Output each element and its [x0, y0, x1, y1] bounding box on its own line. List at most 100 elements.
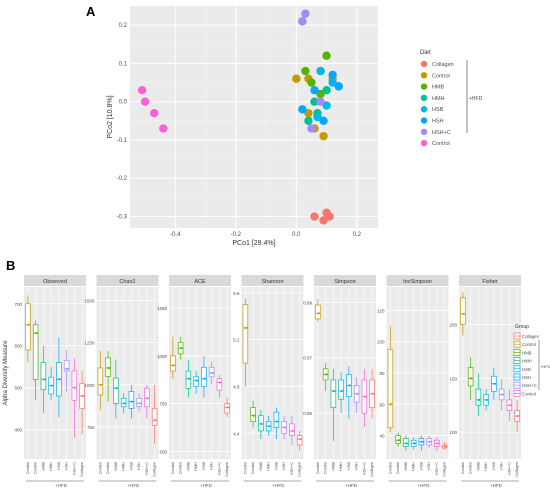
legend-title: Diet — [420, 50, 431, 56]
legend-label: Control — [432, 141, 450, 147]
data-point — [516, 414, 519, 418]
data-point — [322, 51, 331, 60]
legend-label: HSB — [522, 367, 531, 372]
box — [330, 379, 337, 409]
data-point — [322, 101, 331, 110]
y-tick-label: 600 — [14, 344, 22, 349]
y-tick-label: 700 — [14, 302, 22, 307]
facet-strip — [459, 275, 521, 286]
data-point — [218, 381, 222, 384]
data-point — [283, 426, 286, 429]
facet-strip-label: Simpson — [334, 279, 355, 285]
box — [250, 407, 256, 422]
legend-title: Group — [515, 324, 529, 330]
x-tick-label: HSH — [355, 462, 359, 470]
x-group-label: +HFD — [128, 483, 141, 488]
data-point — [299, 438, 302, 441]
x-tick-label: Control — [316, 462, 320, 474]
legend-marker — [420, 128, 428, 135]
data-point — [307, 124, 316, 133]
y-tick-label: 0.97 — [303, 356, 312, 361]
data-point — [307, 78, 316, 87]
legend-marker — [420, 72, 428, 79]
x-group-label: +HFD — [345, 483, 358, 488]
x-tick-label: HMB — [404, 462, 408, 471]
x-tick-label: HSH+C — [435, 462, 439, 475]
x-tick-label: HSB — [419, 462, 423, 470]
x-tick-label: Control — [243, 462, 247, 474]
y-tick-label: 200 — [449, 323, 457, 328]
x-tick-label: Collagen — [225, 462, 229, 477]
x-tick-label: HMH — [122, 462, 126, 471]
box — [71, 370, 78, 401]
legend-label: HMH — [432, 96, 445, 102]
data-point — [405, 442, 408, 445]
data-point — [501, 393, 504, 396]
facet-strip-label: Fisher — [482, 279, 497, 285]
plot-background — [130, 6, 378, 228]
data-point — [172, 364, 175, 367]
data-point — [328, 78, 337, 87]
pcoa-scatter-chart: -0.4 -0.2 0.0 0.2 -0.3 -0.2 -0.1 0.0 0.1 0.2 PCo1 … — [107, 6, 483, 247]
data-point — [73, 386, 77, 389]
data-point — [319, 131, 328, 141]
legend-label: HMB — [432, 85, 445, 91]
data-point — [319, 116, 328, 126]
data-point — [310, 97, 319, 106]
data-point — [485, 398, 488, 401]
x-group-label: +HFD — [490, 483, 503, 488]
x-tick-label: HSH — [137, 462, 141, 470]
box — [387, 349, 394, 429]
data-point — [115, 387, 118, 390]
x-tick-label: HMH — [484, 462, 488, 471]
x-tick-label: HSB — [347, 462, 351, 470]
x-tick-label: Collagen — [370, 462, 374, 477]
y-tick-label: 750 — [87, 425, 95, 430]
data-point — [371, 392, 374, 395]
data-point — [322, 86, 331, 95]
data-point — [123, 402, 126, 405]
x-tick-label: HSH — [427, 462, 431, 470]
x-group-label: +HFD — [200, 483, 213, 488]
data-point — [348, 384, 351, 387]
box — [467, 367, 474, 387]
data-point — [301, 9, 310, 18]
x-tick-label: HMB — [114, 462, 118, 471]
box — [289, 423, 295, 436]
box — [296, 435, 303, 446]
data-point — [260, 422, 263, 425]
facet-strip — [386, 275, 449, 286]
facet-strip-label: Shannon — [261, 279, 283, 285]
facet-strip — [24, 275, 86, 286]
data-point — [428, 440, 431, 443]
data-point — [444, 445, 447, 448]
data-point — [470, 377, 473, 380]
x-tick-label: Control — [461, 462, 465, 474]
x-tick-label: -0.2 — [231, 232, 242, 238]
data-point — [334, 82, 343, 91]
x-tick-label: Collagen — [515, 462, 519, 477]
data-point — [291, 429, 294, 433]
box — [201, 366, 207, 387]
y-tick-label: 1000 — [84, 383, 95, 388]
box — [185, 370, 192, 389]
data-point — [292, 74, 301, 83]
data-point — [81, 394, 84, 398]
box — [338, 379, 344, 400]
legend-bracket-label: +HFD — [540, 364, 550, 369]
box — [136, 397, 142, 408]
legend-label: Collagen — [522, 334, 540, 339]
data-point — [35, 332, 38, 335]
x-group-label: +HFD — [418, 483, 431, 488]
data-point — [195, 379, 198, 382]
data-point — [325, 373, 328, 376]
data-point — [107, 366, 110, 370]
data-point — [130, 400, 134, 403]
legend-label: HMH — [522, 359, 532, 364]
x-tick-label: Collagen — [80, 462, 84, 477]
legend-label: HSB — [432, 107, 444, 113]
x-tick-label: Control — [251, 462, 255, 474]
